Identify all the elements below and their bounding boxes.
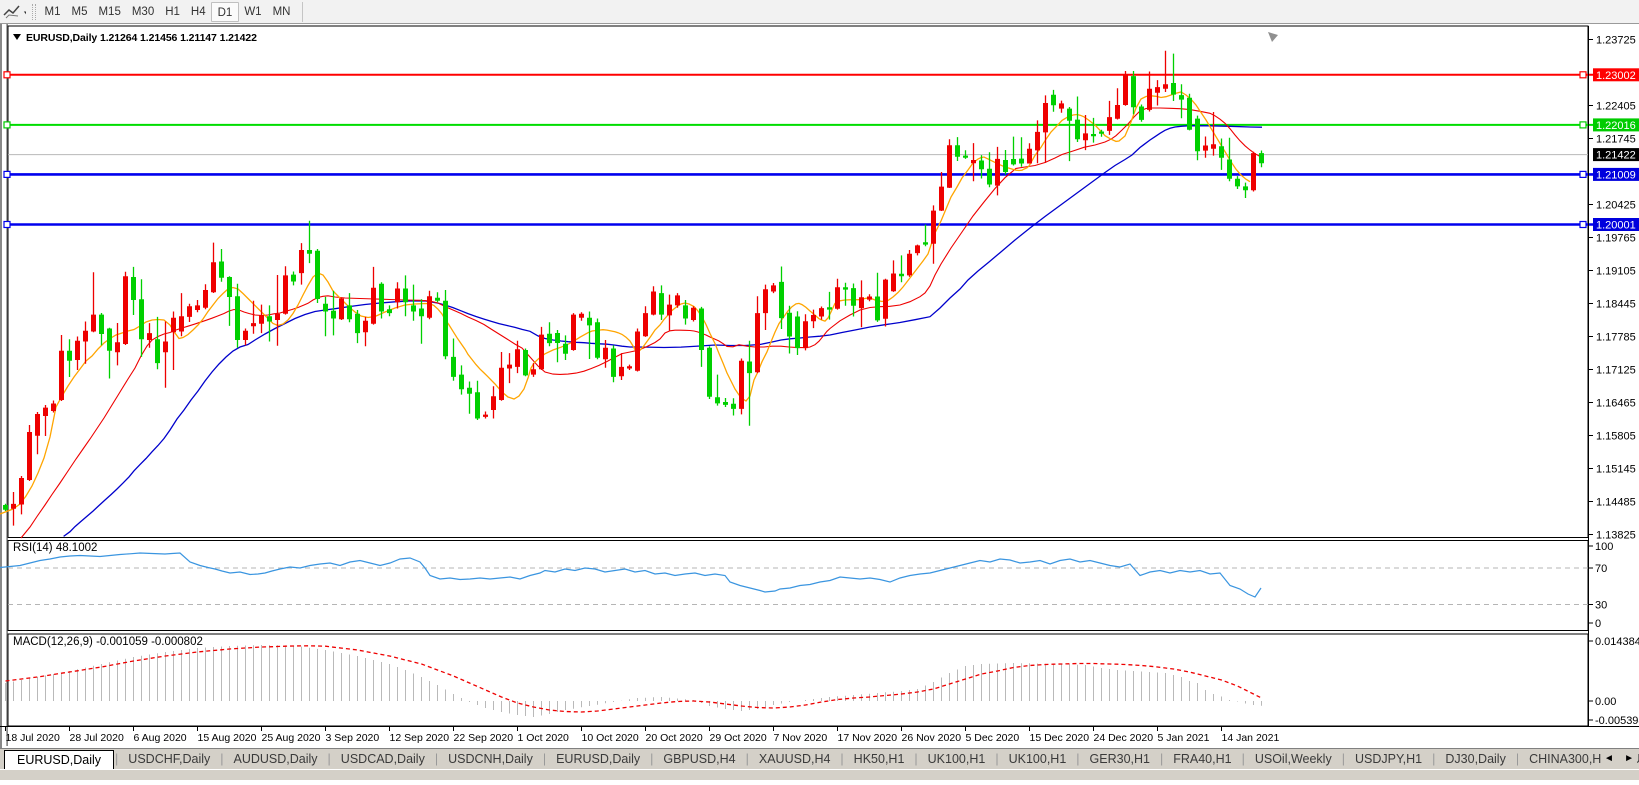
- svg-text:1.15145: 1.15145: [1596, 464, 1636, 476]
- svg-text:1.22016: 1.22016: [1596, 120, 1636, 132]
- svg-text:1.15805: 1.15805: [1596, 431, 1636, 443]
- svg-text:17 Nov 2020: 17 Nov 2020: [838, 732, 898, 744]
- svg-text:1.13825: 1.13825: [1596, 530, 1636, 542]
- svg-text:3 Sep 2020: 3 Sep 2020: [326, 732, 380, 744]
- svg-text:1.14485: 1.14485: [1596, 497, 1636, 509]
- svg-text:6 Aug 2020: 6 Aug 2020: [134, 732, 187, 744]
- svg-text:18 Jul 2020: 18 Jul 2020: [6, 732, 60, 744]
- svg-text:0.00: 0.00: [1595, 696, 1616, 708]
- svg-text:-0.005398: -0.005398: [1595, 715, 1639, 727]
- svg-text:22 Sep 2020: 22 Sep 2020: [454, 732, 514, 744]
- svg-text:1.20425: 1.20425: [1596, 200, 1636, 212]
- svg-text:1.16465: 1.16465: [1596, 398, 1636, 410]
- svg-text:1.20001: 1.20001: [1596, 220, 1636, 232]
- svg-text:0: 0: [1595, 618, 1601, 630]
- svg-text:5 Jan 2021: 5 Jan 2021: [1158, 732, 1210, 744]
- svg-text:29 Oct 2020: 29 Oct 2020: [710, 732, 767, 744]
- svg-text:1.17785: 1.17785: [1596, 332, 1636, 344]
- svg-text:1.23725: 1.23725: [1596, 35, 1636, 47]
- svg-text:RSI(14) 48.1002: RSI(14) 48.1002: [13, 542, 97, 554]
- svg-text:24 Dec 2020: 24 Dec 2020: [1094, 732, 1154, 744]
- svg-text:5 Dec 2020: 5 Dec 2020: [966, 732, 1020, 744]
- svg-text:10 Oct 2020: 10 Oct 2020: [582, 732, 639, 744]
- svg-text:15 Dec 2020: 15 Dec 2020: [1030, 732, 1090, 744]
- svg-text:1.17125: 1.17125: [1596, 365, 1636, 377]
- svg-text:1.23002: 1.23002: [1596, 70, 1636, 82]
- svg-text:1.22405: 1.22405: [1596, 101, 1636, 113]
- svg-text:EURUSD,Daily 1.21264 1.21456: EURUSD,Daily 1.21264 1.21456 1.21147 1.2…: [26, 32, 257, 44]
- svg-text:1.19765: 1.19765: [1596, 233, 1636, 245]
- svg-text:15 Aug 2020: 15 Aug 2020: [198, 732, 257, 744]
- svg-text:70: 70: [1595, 563, 1607, 575]
- svg-text:20 Oct 2020: 20 Oct 2020: [646, 732, 703, 744]
- svg-text:1.18445: 1.18445: [1596, 299, 1636, 311]
- svg-text:30: 30: [1595, 600, 1607, 612]
- svg-text:1.19105: 1.19105: [1596, 266, 1636, 278]
- svg-text:26 Nov 2020: 26 Nov 2020: [902, 732, 962, 744]
- svg-text:1.21009: 1.21009: [1596, 169, 1636, 181]
- svg-text:1 Oct 2020: 1 Oct 2020: [518, 732, 570, 744]
- svg-text:7 Nov 2020: 7 Nov 2020: [774, 732, 828, 744]
- svg-text:100: 100: [1595, 541, 1613, 553]
- svg-text:1.21422: 1.21422: [1596, 150, 1636, 162]
- svg-text:25 Aug 2020: 25 Aug 2020: [262, 732, 321, 744]
- svg-text:28 Jul 2020: 28 Jul 2020: [70, 732, 124, 744]
- svg-text:12 Sep 2020: 12 Sep 2020: [390, 732, 450, 744]
- svg-text:MACD(12,26,9) -0.001059 -0.000: MACD(12,26,9) -0.001059 -0.000802: [13, 636, 203, 648]
- svg-text:14 Jan 2021: 14 Jan 2021: [1222, 732, 1280, 744]
- svg-text:1.21745: 1.21745: [1596, 134, 1636, 146]
- svg-text:0.014384: 0.014384: [1595, 636, 1639, 648]
